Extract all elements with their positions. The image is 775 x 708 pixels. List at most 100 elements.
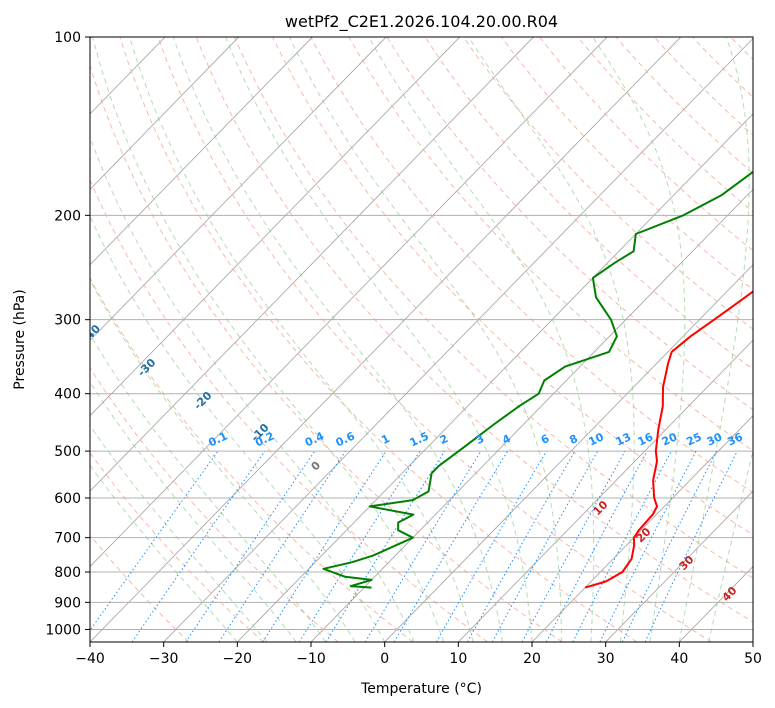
moist-adiabat-label: 40 — [720, 584, 740, 604]
dry-adiabat-label: -30 — [135, 356, 158, 379]
isotherm-line — [90, 37, 682, 642]
mixing-ratio-line — [545, 450, 648, 642]
moist-adiabat-line — [129, 37, 474, 642]
mixing-ratio-label: 2 — [438, 432, 450, 447]
isotherm-line — [384, 264, 753, 642]
y-tick-label: 700 — [54, 531, 81, 547]
moist-adiabat-line — [592, 37, 686, 642]
x-axis: −40 −30 −20 −10 0 10 20 30 40 50 — [75, 642, 762, 667]
dry-adiabat-line — [769, 37, 775, 642]
isotherm-line — [458, 339, 753, 642]
dry-adiabat-line — [653, 37, 753, 136]
x-tick-label: 40 — [670, 651, 688, 667]
mixing-ratio-label: 16 — [636, 430, 656, 448]
dry-adiabat-line — [501, 37, 753, 291]
dewpoint-profile-line — [322, 170, 753, 589]
mixing-ratio-line — [90, 450, 219, 632]
isotherm-line — [752, 641, 753, 642]
dry-adiabat-line — [272, 37, 753, 536]
moist-adiabat-line — [90, 215, 386, 642]
isotherm-line — [237, 113, 753, 642]
mixing-ratio-label: 0.4 — [303, 429, 326, 449]
moist-adiabat-line — [92, 37, 445, 642]
plot-frame — [89, 36, 754, 643]
moist-adiabat-line — [678, 37, 750, 642]
mixing-ratio-label: 30 — [705, 430, 725, 448]
dry-adiabat-line — [90, 64, 563, 642]
mixing-ratio-label: 13 — [614, 430, 633, 448]
moist-adiabat-label: 30 — [677, 553, 697, 573]
plot-area — [90, 37, 775, 642]
mixing-ratio-line — [467, 450, 576, 642]
mixing-ratio-label: 3 — [474, 432, 486, 447]
mixing-ratio-line — [393, 450, 509, 642]
isotherm-line — [90, 37, 387, 341]
isotherm-line — [163, 37, 753, 642]
mixing-ratio-line — [491, 450, 599, 642]
moist-adiabat-line — [90, 135, 415, 642]
moist-adiabat-line — [172, 37, 503, 642]
dry-adiabat-line — [310, 37, 753, 494]
x-tick-label: −30 — [149, 651, 179, 667]
dry-adiabat-label: -20 — [191, 389, 214, 412]
x-tick-label: 50 — [744, 651, 762, 667]
mixing-ratio-line — [572, 450, 672, 642]
mixing-ratio-label: 36 — [725, 430, 745, 448]
dry-adiabat-line — [386, 37, 753, 411]
x-axis-label: Temperature (°C) — [360, 681, 482, 697]
moist-adiabat-line — [90, 464, 238, 642]
mixing-ratio-line — [262, 450, 387, 642]
mixing-ratio-line — [599, 450, 697, 642]
dry-adiabat-line — [615, 37, 753, 174]
x-tick-label: 10 — [449, 651, 467, 667]
mixing-ratio-line — [621, 450, 717, 642]
mixing-ratio-label: 6 — [539, 432, 552, 447]
y-axis: 1000 900 800 700 600 500 400 300 200 100 — [45, 30, 90, 638]
moist-adiabat-line — [225, 37, 533, 642]
moist-adiabat-line — [708, 448, 753, 642]
mixing-ratio-line — [644, 450, 738, 642]
y-tick-label: 1000 — [45, 622, 81, 638]
dry-adiabat-line — [691, 37, 753, 98]
isotherm-line — [90, 37, 240, 190]
x-tick-label: 0 — [380, 651, 389, 667]
moist-adiabat-line — [90, 381, 297, 642]
isotherm-line — [531, 415, 753, 642]
dry-adiabat-label: -40 — [80, 322, 103, 345]
adiabat-labels: 0.10.20.40.611.52346810131620253036-100-… — [80, 322, 745, 604]
moist-adiabat-line — [90, 279, 356, 642]
dry-adiabat-line — [90, 277, 414, 642]
dry-adiabat-label: 0 — [309, 458, 324, 473]
dry-adiabat-line — [90, 366, 339, 642]
moist-adiabat-line — [90, 333, 327, 642]
isotherm-line — [90, 37, 608, 568]
moist-adiabat-label: 20 — [634, 525, 654, 545]
x-tick-label: 20 — [523, 651, 541, 667]
dry-adiabat-line — [119, 37, 638, 642]
mixing-ratio-label: 1.5 — [408, 429, 431, 449]
y-tick-label: 900 — [54, 595, 81, 611]
moist-adiabat-line — [468, 37, 635, 642]
mixing-ratio-label: 25 — [684, 430, 703, 448]
mixing-ratio-line — [435, 450, 547, 642]
moist-adiabat-line — [90, 424, 268, 642]
y-tick-label: 200 — [54, 208, 81, 224]
mixing-ratio-line — [185, 450, 316, 642]
chart-title: wetPf2_C2E1.2026.104.20.00.R04 — [285, 12, 558, 32]
dry-adiabat-line — [424, 37, 753, 370]
mixing-ratio-label: 1 — [379, 432, 391, 447]
x-tick-label: −20 — [223, 651, 253, 667]
isotherm-line — [90, 37, 313, 266]
mixing-ratio-line — [521, 450, 626, 642]
y-tick-label: 300 — [54, 313, 81, 329]
mixing-ratio-line — [364, 450, 482, 642]
y-tick-label: 500 — [54, 444, 81, 460]
y-tick-label: 400 — [54, 387, 81, 403]
x-tick-label: 30 — [597, 651, 615, 667]
dry-adiabat-line — [233, 37, 753, 579]
mixing-ratio-label: 10 — [586, 430, 606, 448]
mixing-ratio-line — [131, 450, 266, 642]
mixing-ratio-line — [218, 450, 347, 642]
dry-adiabat-line — [462, 37, 753, 330]
